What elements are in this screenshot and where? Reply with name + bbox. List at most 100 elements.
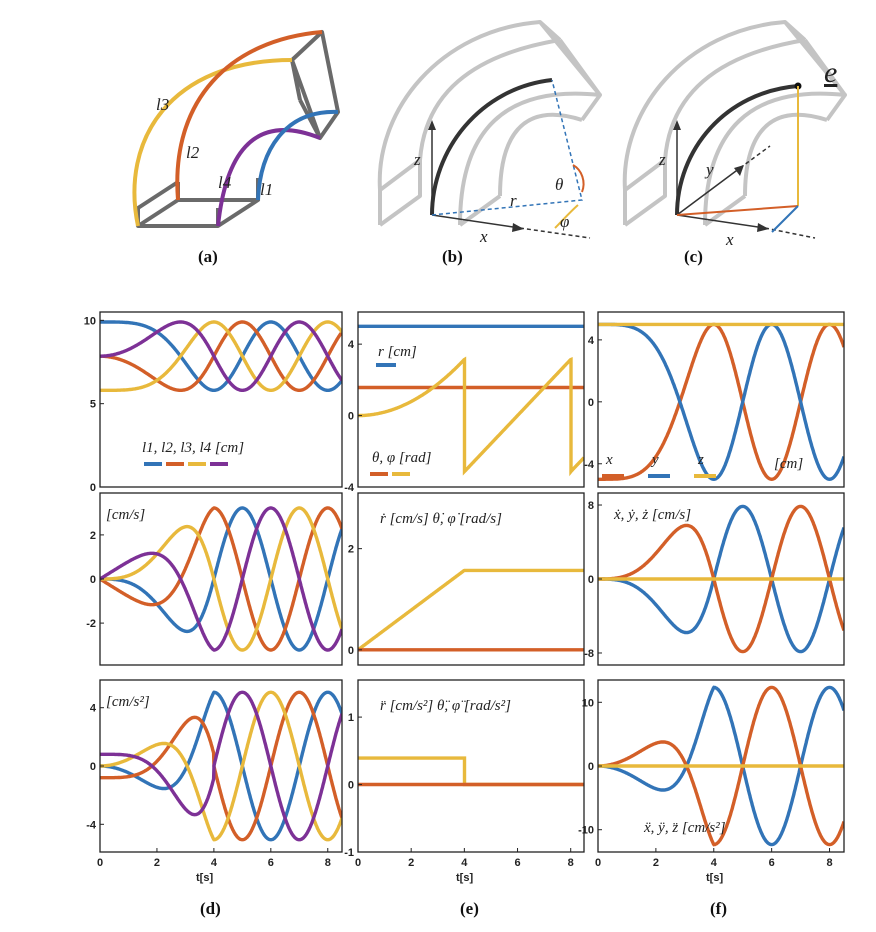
- ytick-label-e1-0: -4: [344, 482, 355, 494]
- xtick-label-d3-4: 8: [325, 857, 331, 869]
- label-e-c: e: [824, 56, 837, 89]
- chart-e2: 0 2 ṙ [cm/s] θ̇, φ̇ [rad/s]: [348, 492, 585, 666]
- chart-d3: -4 0 4 0 2 4 6 8 [cm/s²]: [86, 679, 343, 869]
- r-vector-b: [431, 79, 583, 216]
- series-line-d1-0: [100, 320, 342, 392]
- legend-text-f1-y: y: [650, 452, 659, 468]
- panel-label-f: (f): [710, 899, 727, 918]
- ytick-label-f2-1: 0: [588, 574, 594, 586]
- series-line-e2-0: [358, 568, 584, 652]
- label-x-c: x: [725, 230, 734, 249]
- ytick-label-d2-1: 0: [90, 574, 96, 586]
- label-l1: l1: [260, 180, 273, 199]
- xtick-label-f3-0: 0: [595, 857, 601, 869]
- series-line-d2-0: [100, 506, 342, 652]
- ytick-label-d1-1: 5: [90, 399, 96, 411]
- xlabel-f: t[s]: [706, 872, 723, 884]
- ytick-label-d2-0: -2: [86, 618, 96, 630]
- ytick-label-d1-0: 0: [90, 482, 96, 494]
- label-l2: l2: [186, 143, 200, 162]
- ytick-label-d2-2: 2: [90, 530, 96, 542]
- legend-text-f1-z: z: [697, 452, 704, 468]
- series-line-d2-1: [100, 506, 342, 652]
- series-line-d1-3: [100, 320, 342, 392]
- label-r-b: r: [510, 191, 517, 210]
- chart-e1: -4 0 4 r [cm] θ, φ [rad]: [344, 311, 585, 494]
- xtick-label-e3-3: 6: [514, 857, 520, 869]
- y-axis-c: [676, 167, 741, 216]
- legend-text-d2: [cm/s]: [106, 507, 145, 523]
- diagram-b-frame: [377, 20, 602, 227]
- x-axis-c: [676, 214, 766, 229]
- ytick-label-f3-0: -10: [578, 825, 594, 837]
- ytick-label-d3-2: 4: [90, 703, 97, 715]
- label-y-c: y: [704, 160, 714, 179]
- z-arrow-c: [673, 120, 681, 130]
- series-line-d2-2: [100, 506, 342, 652]
- series-line-e1-2: [358, 356, 584, 477]
- xlabel-d: t[s]: [196, 872, 213, 884]
- series-line-d3-1: [100, 690, 342, 842]
- xtick-label-f3-3: 6: [769, 857, 775, 869]
- xtick-label-f3-4: 8: [826, 857, 832, 869]
- panel-label-d: (d): [200, 899, 221, 918]
- legend-text-e2: ṙ [cm/s] θ̇, φ̇ [rad/s]: [380, 511, 502, 527]
- series-line-d3-2: [100, 690, 342, 842]
- legend-text-d3: [cm/s²]: [106, 694, 150, 710]
- y-axis-ext-c: [739, 145, 771, 169]
- chart-d1: 0 5 10 l1, l2, l3, l4 [cm]: [84, 311, 343, 494]
- panel-label-b: (b): [442, 247, 463, 266]
- panel-label-e: (e): [460, 899, 479, 918]
- x-arrow-c: [757, 223, 769, 232]
- xtick-label-d3-2: 4: [211, 857, 218, 869]
- xtick-label-f3-2: 4: [711, 857, 718, 869]
- legend-text-f3: ẍ, ÿ, z̈ [cm/s²]: [643, 820, 726, 836]
- label-x-b: x: [479, 227, 488, 246]
- diagram-c: z y x e (c): [622, 20, 847, 266]
- theta-arc-b: [572, 164, 585, 193]
- legend-text-e3: r̈ [cm/s²] θ̈, φ̈ [rad/s²]: [380, 698, 511, 714]
- axes-frame-f1: [597, 311, 845, 488]
- panel-label-c: (c): [684, 247, 703, 266]
- phi-arc-b: [554, 204, 579, 229]
- diagram-a: l3 l2 l4 l1 (a): [132, 30, 340, 266]
- chart-f3: -10 0 10 0 2 4 6 8 ẍ, ÿ, z̈ [cm/s²]: [578, 679, 845, 869]
- ytick-label-e2-0: 0: [348, 645, 354, 657]
- x-axis-b: [431, 214, 521, 229]
- ytick-label-e2-1: 2: [348, 544, 354, 556]
- series-line-f1-1: [598, 322, 844, 482]
- ytick-label-e1-2: 4: [348, 339, 355, 351]
- xtick-label-e3-0: 0: [355, 857, 361, 869]
- series-line-d3-3: [100, 690, 342, 842]
- panel-label-a: (a): [198, 247, 218, 266]
- axes-frame-e3: [357, 679, 585, 853]
- diagram-b: z x r θ φ (b): [377, 20, 602, 266]
- ytick-label-e1-1: 0: [348, 411, 354, 423]
- xtick-label-e3-4: 8: [568, 857, 574, 869]
- z-arrow-b: [428, 120, 436, 130]
- axes-frame-e2: [357, 492, 585, 666]
- backbone-curve-b: [430, 78, 553, 216]
- legend-text-f2: ẋ, ẏ, ż [cm/s]: [613, 507, 691, 523]
- legend-text-f1-x: x: [605, 452, 613, 468]
- legend-text-r: r [cm]: [378, 344, 417, 360]
- chart-d2: -2 0 2 [cm/s]: [86, 492, 343, 666]
- ytick-label-d1-2: 10: [84, 315, 96, 327]
- series-line-d2-3: [100, 506, 342, 652]
- xtick-label-d3-0: 0: [97, 857, 103, 869]
- backbone-curve-c: [675, 84, 799, 216]
- series-line-d1-2: [100, 320, 342, 392]
- axes-frame-e1: [357, 311, 585, 488]
- x-arrow-b: [512, 223, 524, 232]
- series-line-f3-0: [598, 685, 844, 847]
- series-line-d1-1: [100, 320, 342, 392]
- series-line-d3-0: [100, 690, 342, 842]
- series-line-e3-0: [358, 756, 584, 787]
- l2-curve: [175, 30, 323, 201]
- diagram-c-frame: [622, 20, 847, 227]
- ytick-label-f1-2: 4: [588, 335, 595, 347]
- xtick-label-f3-1: 2: [653, 857, 659, 869]
